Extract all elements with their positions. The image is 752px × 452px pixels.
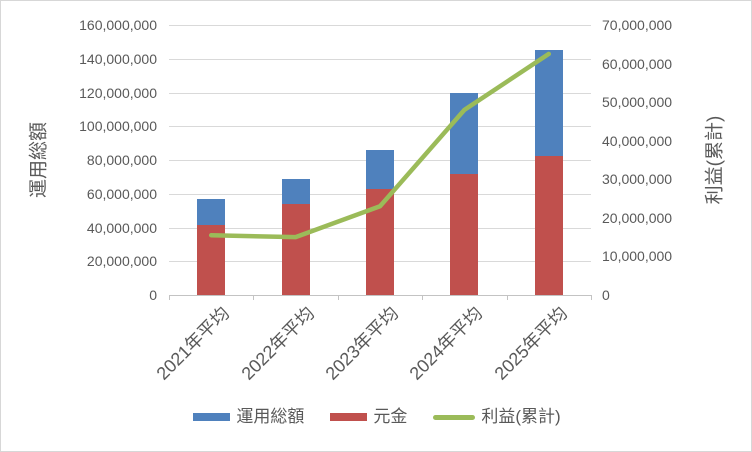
- y-axis-tick-label-right: 20,000,000: [602, 209, 673, 226]
- gridline: [169, 58, 591, 60]
- bar-principal-segment: [450, 173, 479, 295]
- x-axis-category-label: 2024年平均: [405, 303, 487, 384]
- gridline: [169, 92, 591, 94]
- legend: 運用総額 元金 利益(累計): [1, 404, 752, 430]
- legend-item: 利益(累計): [433, 407, 561, 427]
- x-axis-category-label: 2025年平均: [490, 303, 571, 384]
- y-axis-tick-label-right: 70,000,000: [602, 17, 673, 33]
- legend-label: 利益(累計): [481, 407, 561, 426]
- x-axis-tick: [591, 295, 592, 300]
- legend-label: 運用総額: [236, 407, 305, 426]
- y-axis-tick-label-left: 80,000,000: [86, 152, 157, 168]
- y-axis-tick-label-left: 0: [149, 287, 157, 303]
- y-axis-tick-label-left: 140,000,000: [79, 50, 157, 67]
- bar-principal-segment: [534, 155, 563, 295]
- legend-label: 元金: [373, 407, 408, 426]
- y-axis-tick-label-left: 40,000,000: [86, 219, 157, 236]
- y-axis-tick-label-left: 60,000,000: [86, 185, 157, 202]
- y-axis-tick-label-right: 30,000,000: [602, 171, 673, 188]
- x-axis-tick: [506, 295, 508, 300]
- x-axis-tick: [169, 295, 170, 300]
- x-axis-tick: [253, 295, 255, 300]
- y-axis-tick-label-right: 0: [602, 287, 610, 303]
- profit-line-chart: [208, 51, 552, 240]
- y-axis-tick-label-left: 20,000,000: [86, 253, 157, 270]
- legend-bar-marker: [193, 413, 231, 421]
- gridline: [169, 126, 591, 128]
- y-axis-tick-label-right: 50,000,000: [602, 94, 673, 111]
- legend-bar-marker: [330, 413, 368, 421]
- x-axis-category-label: 2023年平均: [321, 303, 403, 384]
- left-axis-title: 運用総額: [28, 121, 50, 199]
- y-axis-tick-label-right: 60,000,000: [602, 55, 673, 72]
- legend-line-marker: [433, 414, 476, 420]
- x-axis-line: [169, 295, 592, 296]
- legend-item: 元金: [330, 407, 407, 427]
- bar-principal-segment: [281, 203, 310, 295]
- y-axis-tick-label-left: 160,000,000: [79, 17, 157, 33]
- y-axis-tick-label-right: 10,000,000: [602, 248, 673, 265]
- legend-item: 運用総額: [193, 407, 304, 427]
- x-axis-category-label: 2021年平均: [152, 303, 234, 384]
- x-axis-category-label: 2022年平均: [237, 303, 318, 384]
- x-axis-tick: [337, 295, 339, 300]
- y-axis-tick-label-left: 100,000,000: [79, 118, 157, 135]
- y-axis-tick-label-left: 120,000,000: [79, 84, 157, 101]
- profit-line: [208, 51, 552, 240]
- gridline: [169, 25, 591, 26]
- y-axis-tick-label-right: 40,000,000: [602, 132, 673, 149]
- right-axis-title: 利益(累計): [704, 115, 726, 205]
- x-axis-tick: [422, 295, 424, 300]
